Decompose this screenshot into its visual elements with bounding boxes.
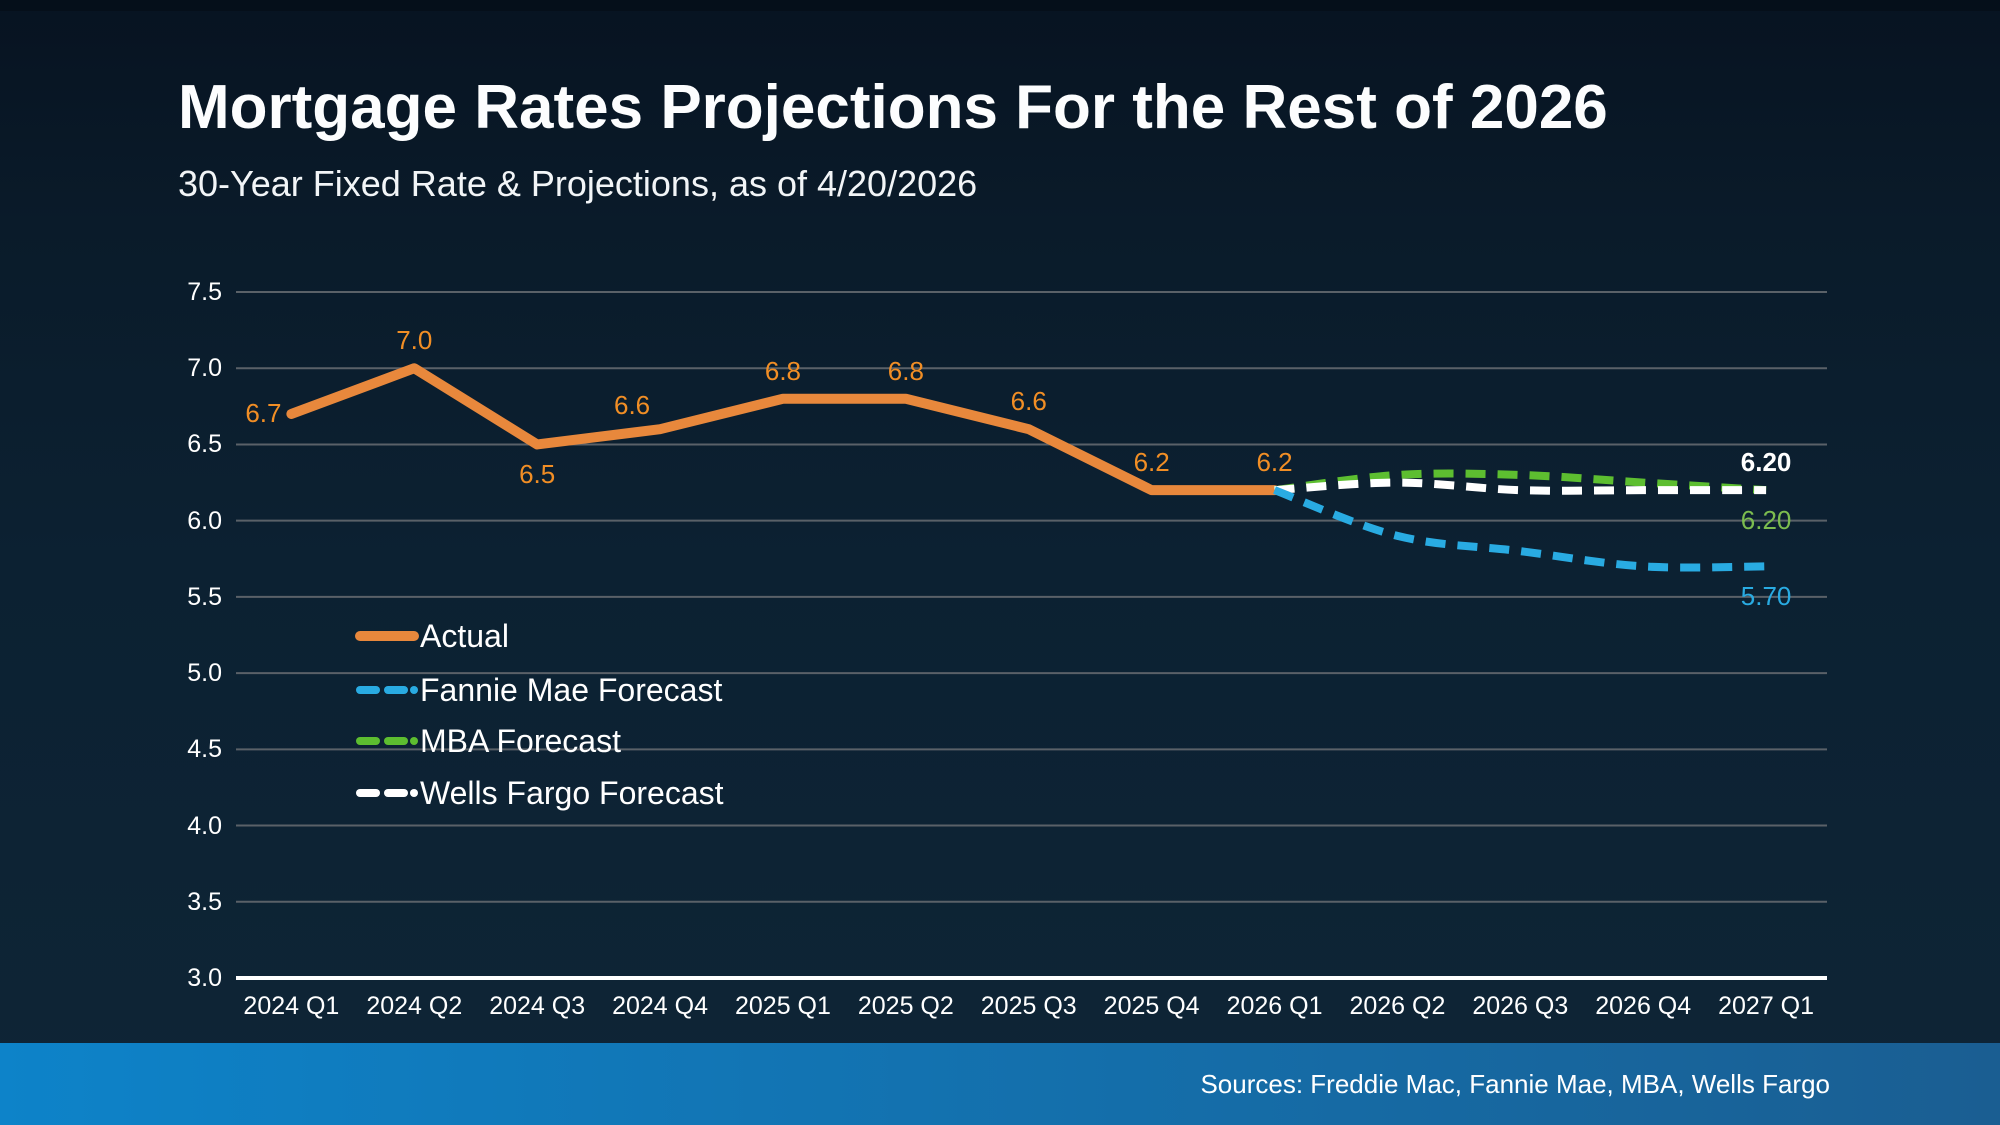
legend-label-fannie-mae: Fannie Mae Forecast [420,672,723,708]
wells-fargo-line-swatch [356,789,418,797]
data-label: 6.6 [1010,386,1047,417]
page-title: Mortgage Rates Projections For the Rest … [178,73,1608,142]
x-axis-label: 2026 Q3 [1472,992,1569,1020]
y-tick-label: 6.5 [187,430,222,459]
actual-line [286,363,1280,496]
legend-item-mba: MBA Forecast [354,721,621,761]
data-label: 6.5 [519,459,556,490]
data-label: 6.20 [1740,505,1792,536]
x-axis-label: 2027 Q1 [1718,992,1815,1020]
x-axis-label: 2025 Q2 [857,992,954,1020]
source-bar: Sources: Freddie Mac, Fannie Mae, MBA, W… [0,1043,2000,1125]
data-label: 6.2 [1133,447,1170,478]
legend-label-wells-fargo: Wells Fargo Forecast [420,775,724,811]
x-axis-label: 2026 Q1 [1226,992,1323,1020]
y-tick-label: 4.5 [187,735,222,764]
x-axis-label: 2024 Q3 [489,992,586,1020]
x-axis-label: 2024 Q4 [612,992,709,1020]
actual-line-swatch [355,631,419,641]
data-label: 6.20 [1740,447,1792,478]
y-tick-label: 6.0 [187,506,222,535]
y-tick-label: 3.5 [187,887,222,916]
x-axis-label: 2024 Q1 [243,992,340,1020]
x-axis-label: 2025 Q4 [1103,992,1200,1020]
legend-item-fannie-mae: Fannie Mae Forecast [354,670,722,710]
top-strip [0,0,2000,11]
wells-fargo-forecast-line [1274,478,1767,495]
legend-item-wells-fargo: Wells Fargo Forecast [354,773,724,813]
x-axis-label: 2025 Q3 [980,992,1077,1020]
page-subtitle: 30-Year Fixed Rate & Projections, as of … [178,163,978,204]
legend-label-mba: MBA Forecast [420,723,621,759]
y-tick-label: 7.0 [187,354,222,383]
y-tick-label: 3.0 [187,964,222,992]
data-label: 6.7 [245,397,282,428]
y-tick-label: 4.0 [187,811,222,840]
source-attribution: Sources: Freddie Mac, Fannie Mae, MBA, W… [1200,1069,1830,1099]
data-label: 6.8 [887,355,924,386]
legend-item-actual: Actual [354,616,509,656]
y-tick-label: 5.5 [187,582,222,611]
y-tick-label: 5.0 [187,659,222,688]
x-axis-label: 2026 Q2 [1349,992,1446,1020]
data-label: 5.70 [1740,581,1792,612]
x-axis-label: 2026 Q4 [1595,992,1692,1020]
data-label: 6.6 [613,390,651,421]
data-label: 6.8 [764,355,802,386]
data-label: 6.2 [1256,447,1293,478]
y-tick-label: 7.5 [187,278,222,306]
mba-line-swatch [356,737,418,745]
data-label: 7.0 [396,325,433,356]
x-axis-label: 2025 Q1 [734,992,831,1020]
x-axis-label: 2024 Q2 [366,992,463,1020]
fannie-mae-forecast-line [1273,486,1767,572]
legend-label-actual: Actual [420,618,509,654]
fannie-mae-line-swatch [356,686,418,694]
mba-forecast-line [1274,469,1767,495]
